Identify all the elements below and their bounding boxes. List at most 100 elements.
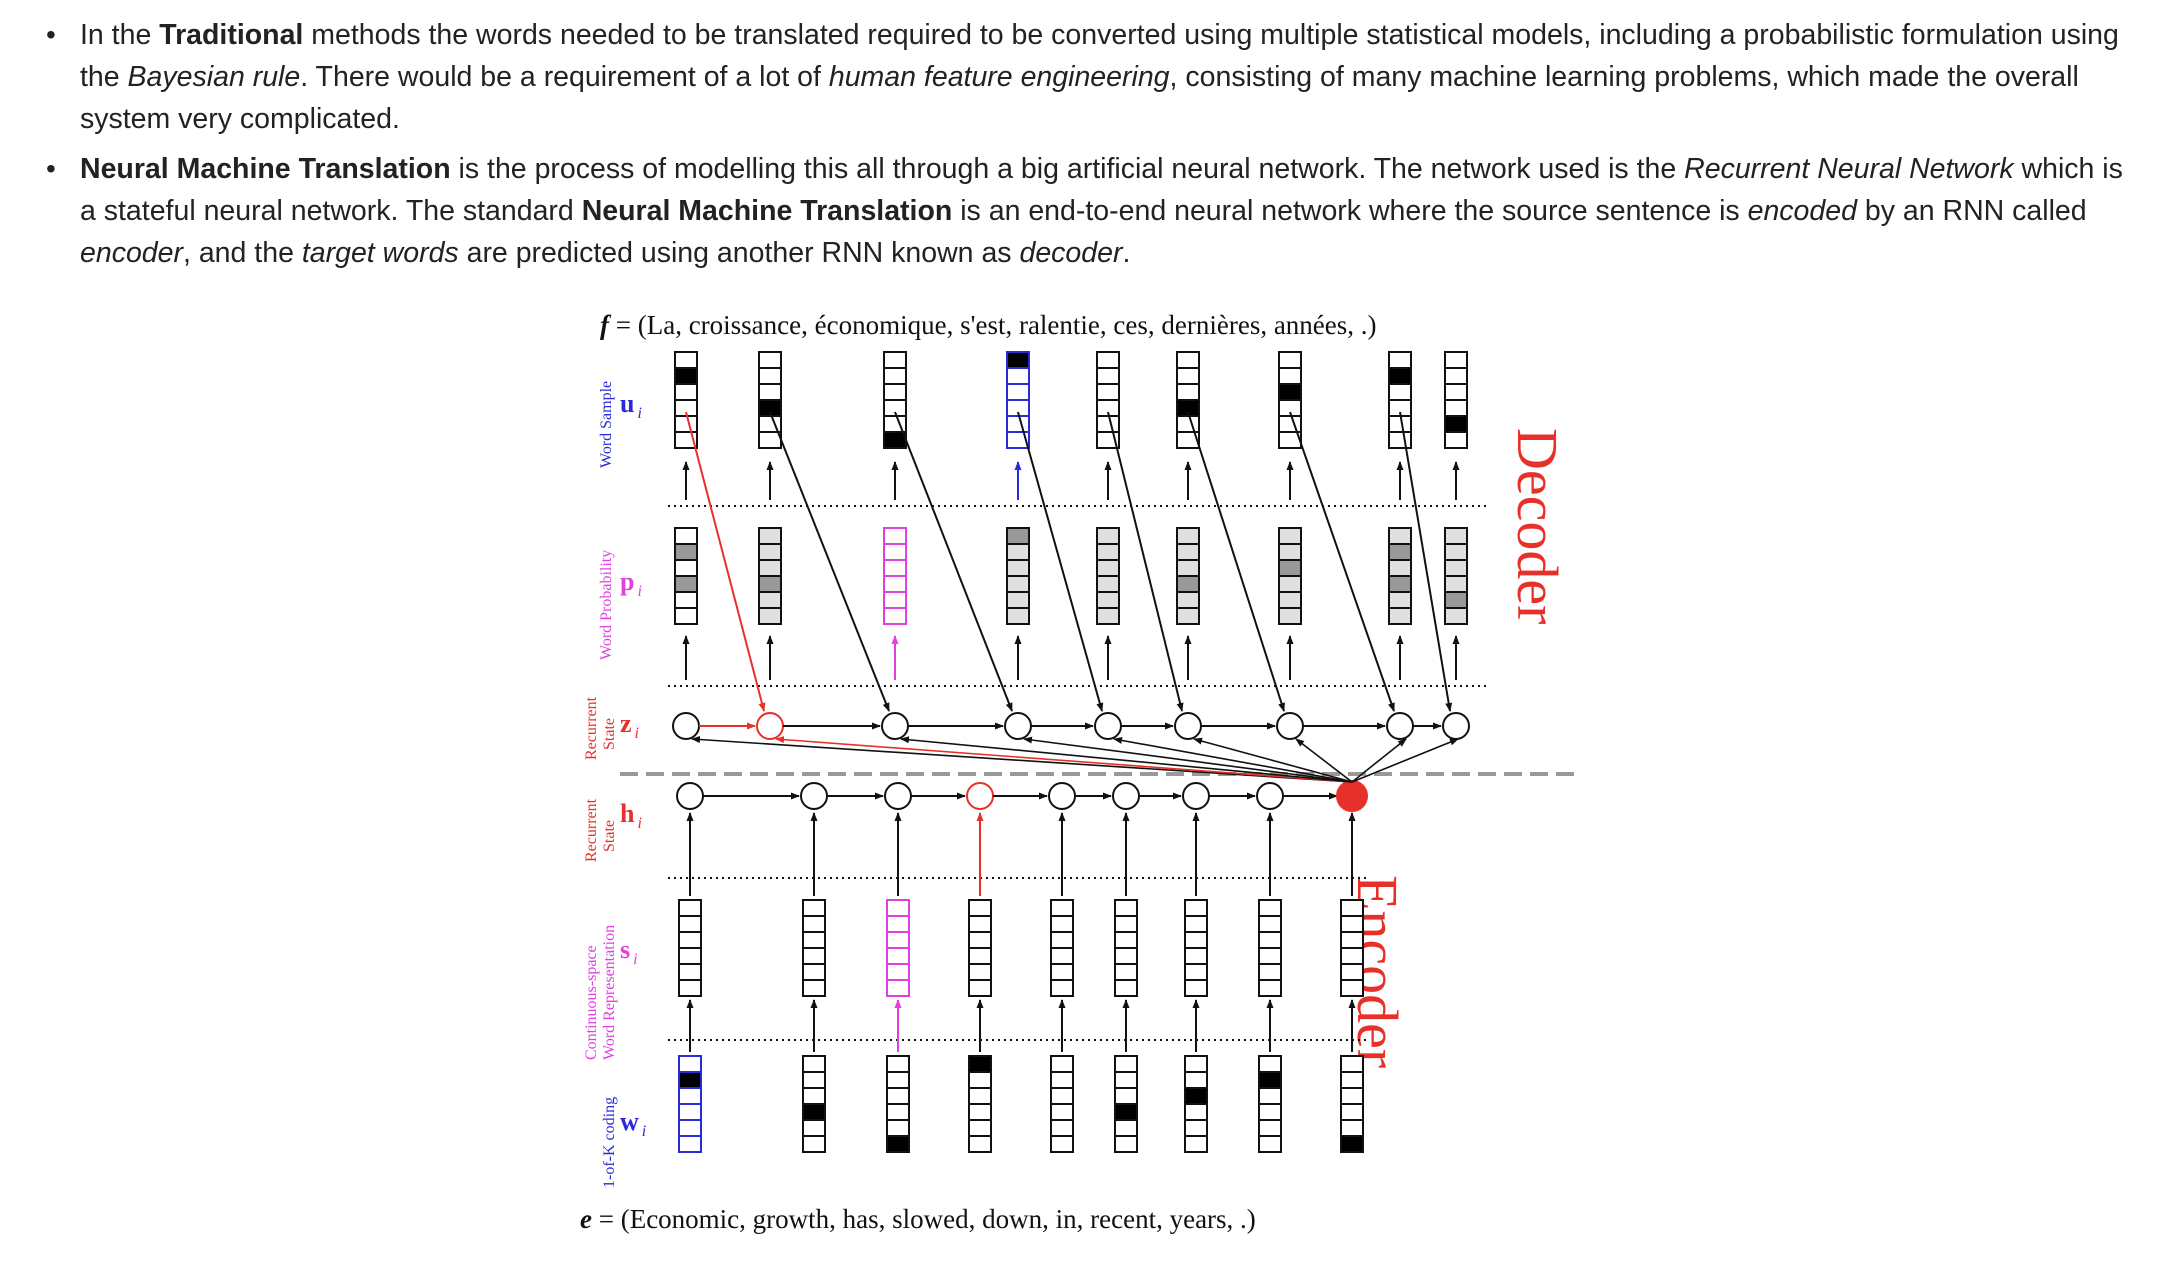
word-representation-vector: [1340, 899, 1364, 917]
word-probability-vector: [1006, 607, 1030, 625]
word-representation-vector: [886, 915, 910, 933]
bullet-text-segment: In the: [80, 19, 160, 51]
context-arrow: [1351, 738, 1407, 783]
one-hot-vector: [886, 1087, 910, 1105]
context-arrow: [1113, 736, 1353, 783]
word-representation-vector: [1114, 963, 1138, 981]
word-sample-vector: [674, 367, 698, 385]
row-label-s-continuous: Continuous-space: [583, 945, 600, 1060]
word-probability-vector: [674, 575, 698, 593]
one-hot-vector: [1184, 1055, 1208, 1073]
word-probability-vector: [1278, 591, 1302, 609]
row-label-word-sample: Word Sample: [598, 381, 615, 468]
word-sample-vector: [1388, 367, 1412, 385]
word-probability-vector: [1444, 543, 1468, 561]
word-representation-vector: [1050, 979, 1074, 997]
word-representation-vector: [1184, 899, 1208, 917]
context-arrow: [1023, 736, 1353, 783]
word-representation-vector: [802, 947, 826, 965]
word-probability-vector: [758, 575, 782, 593]
word-probability-vector: [1096, 543, 1120, 561]
word-probability-vector: [1278, 543, 1302, 561]
word-representation-vector: [678, 947, 702, 965]
word-probability-vector: [1176, 543, 1200, 561]
word-representation-vector: [1340, 915, 1364, 933]
word-sample-vector: [674, 415, 698, 433]
one-hot-vector: [802, 1103, 826, 1121]
word-probability-vector: [1278, 527, 1302, 545]
word-probability-vector: [1006, 543, 1030, 561]
word-representation-vector: [1184, 963, 1208, 981]
one-hot-vector: [1050, 1135, 1074, 1153]
bullet-text-segment: human feature engineering: [828, 61, 1170, 93]
bullet-item: • In the Traditional methods the words ne…: [46, 14, 2146, 140]
word-representation-vector: [886, 931, 910, 949]
word-probability-vector: [1444, 591, 1468, 609]
encoder-state-node: [1336, 780, 1368, 812]
feedback-arrow: [769, 411, 890, 712]
one-hot-vector: [1340, 1103, 1364, 1121]
word-sample-vector: [1096, 415, 1120, 433]
feedback-arrow: [894, 411, 1013, 712]
word-representation-vector: [802, 931, 826, 949]
word-probability-vector: [758, 607, 782, 625]
word-probability-vector: [1388, 575, 1412, 593]
word-representation-vector: [1050, 915, 1074, 933]
word-probability-vector: [1278, 575, 1302, 593]
word-probability-vector: [1096, 527, 1120, 545]
word-probability-vector: [1096, 607, 1120, 625]
encoder-state-node: [1256, 782, 1284, 810]
word-probability-vector: [1388, 591, 1412, 609]
word-sample-vector: [883, 351, 907, 369]
one-hot-vector: [968, 1087, 992, 1105]
feedback-arrow: [1107, 411, 1184, 712]
bullet-text-segment: which is a stateful neural network. The …: [80, 153, 2123, 227]
word-representation-vector: [1258, 899, 1282, 917]
one-hot-vector: [802, 1119, 826, 1137]
word-sample-vector: [1176, 367, 1200, 385]
word-representation-vector: [886, 979, 910, 997]
one-hot-vector: [1258, 1071, 1282, 1089]
one-hot-vector: [968, 1103, 992, 1121]
one-hot-vector: [1184, 1119, 1208, 1137]
word-sample-vector: [1388, 431, 1412, 449]
word-probability-vector: [1176, 527, 1200, 545]
bullet-text-segment: Bayesian rule: [127, 61, 301, 93]
one-hot-vector: [1050, 1071, 1074, 1089]
row-label-z-recurrent: Recurrent: [583, 696, 600, 760]
word-probability-vector: [758, 527, 782, 545]
word-probability-vector: [674, 527, 698, 545]
word-representation-vector: [678, 915, 702, 933]
bullet-text-segment: , consisting of many machine learning pr…: [80, 61, 2079, 135]
bullet-text-segment: is the process of modelling this all thr…: [450, 153, 1685, 185]
word-sample-vector: [758, 383, 782, 401]
word-sample-vector: [1278, 367, 1302, 385]
one-hot-vector: [1340, 1135, 1364, 1153]
bullet-text-segment: encoded: [1747, 195, 1857, 227]
context-arrow: [900, 736, 1353, 783]
word-probability-vector: [1444, 575, 1468, 593]
word-probability-vector: [1096, 559, 1120, 577]
one-hot-vector: [1114, 1103, 1138, 1121]
one-hot-vector: [968, 1119, 992, 1137]
word-probability-vector: [1278, 607, 1302, 625]
row-label-1-of-k: 1-of-K coding: [601, 1097, 618, 1188]
word-probability-vector: [883, 559, 907, 577]
word-probability-vector: [758, 559, 782, 577]
word-representation-vector: [802, 915, 826, 933]
word-sample-vector: [758, 431, 782, 449]
decoder-state-node: [1174, 712, 1202, 740]
bullet-text-segment: by an RNN called: [1856, 195, 2087, 227]
one-hot-vector: [968, 1055, 992, 1073]
one-hot-vector: [1258, 1103, 1282, 1121]
word-sample-vector: [674, 383, 698, 401]
word-sample-vector: [1278, 383, 1302, 401]
word-representation-vector: [968, 979, 992, 997]
word-probability-vector: [883, 591, 907, 609]
one-hot-vector: [1050, 1055, 1074, 1073]
word-representation-vector: [1114, 947, 1138, 965]
word-probability-vector: [1006, 591, 1030, 609]
one-hot-vector: [1114, 1055, 1138, 1073]
encoder-state-node: [676, 782, 704, 810]
word-sample-vector: [1006, 383, 1030, 401]
